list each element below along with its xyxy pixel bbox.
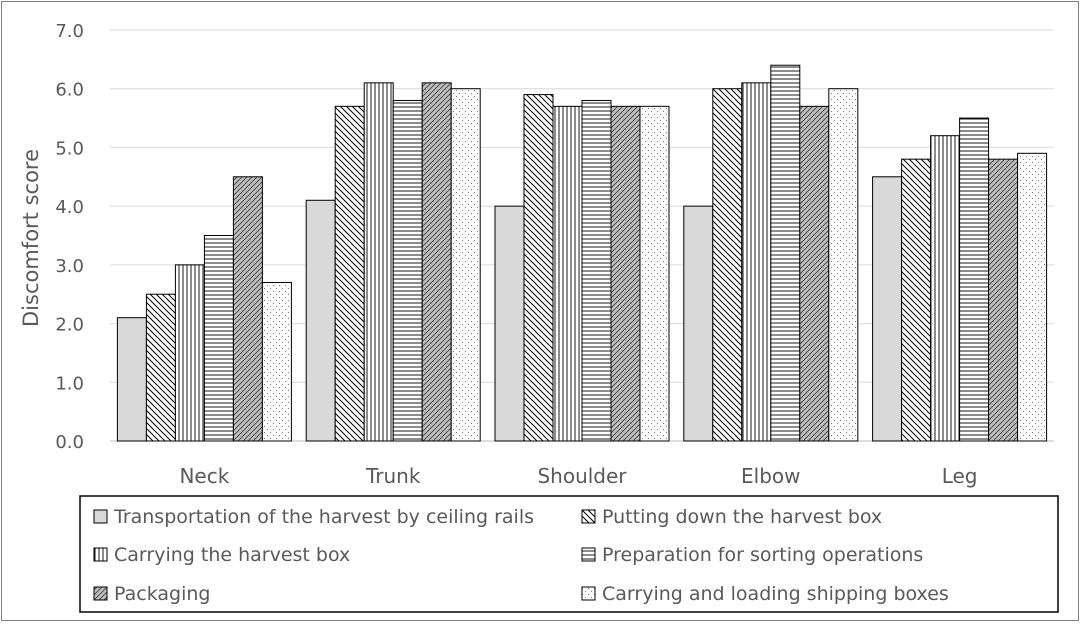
bar: [363, 82, 394, 442]
bars: [116, 64, 1048, 442]
bar: [334, 105, 365, 442]
bar: [421, 82, 452, 442]
bar: [799, 105, 830, 442]
y-tick-label: 5.0: [55, 138, 84, 159]
bar: [872, 176, 903, 442]
bar: [683, 205, 714, 442]
y-tick-label: 1.0: [55, 373, 84, 394]
bar: [232, 176, 263, 442]
legend-label: Packaging: [114, 583, 210, 605]
bar: [450, 88, 481, 442]
y-tick-label: 4.0: [55, 197, 84, 218]
y-tick-label: 6.0: [55, 80, 84, 101]
x-tick-label: Neck: [179, 464, 229, 488]
bar: [392, 99, 423, 442]
bar: [930, 135, 961, 442]
y-tick-label: 0.0: [55, 432, 84, 453]
bar: [1017, 152, 1048, 442]
y-tick-label: 2.0: [55, 315, 84, 336]
y-axis-ticks: 0.0 1.0 2.0 3.0 4.0 5.0 6.0 7.0: [55, 21, 84, 453]
x-tick-label: Trunk: [365, 464, 421, 488]
bar: [174, 264, 205, 442]
bar: [901, 158, 932, 442]
bar: [552, 105, 583, 442]
bar: [494, 205, 525, 442]
y-axis-label: Discomfort score: [19, 149, 43, 327]
legend-label: Preparation for sorting operations: [602, 544, 923, 566]
bar: [770, 64, 801, 442]
legend-swatch: [581, 586, 596, 601]
bar: [261, 281, 292, 442]
x-axis-ticks: Neck Trunk Shoulder Elbow Leg: [179, 464, 977, 488]
legend-swatch: [93, 547, 108, 562]
x-tick-label: Shoulder: [537, 464, 627, 488]
bar: [203, 235, 234, 442]
bar: [988, 158, 1019, 442]
bar: [523, 94, 554, 442]
bar: [116, 317, 147, 442]
legend: Transportation of the harvest by ceiling…: [79, 495, 1059, 613]
bar: [145, 293, 176, 442]
x-tick-label: Elbow: [741, 464, 800, 488]
bar: [959, 117, 990, 442]
y-tick-label: 7.0: [55, 21, 84, 42]
legend-label: Carrying the harvest box: [114, 544, 350, 566]
bar: [581, 99, 612, 442]
x-tick-label: Leg: [942, 464, 978, 488]
legend-swatch: [93, 586, 108, 601]
bar: [712, 88, 743, 442]
legend-swatch: [93, 509, 108, 524]
legend-label: Carrying and loading shipping boxes: [602, 583, 949, 605]
y-tick-label: 3.0: [55, 256, 84, 277]
bar: [741, 82, 772, 442]
legend-label: Transportation of the harvest by ceiling…: [113, 506, 534, 528]
legend-box: [79, 495, 1059, 613]
legend-swatch: [581, 547, 596, 562]
legend-label: Putting down the harvest box: [602, 506, 882, 528]
legend-swatch: [581, 509, 596, 524]
bar: [610, 105, 641, 442]
bar: [639, 105, 670, 442]
bar: [828, 88, 859, 442]
bar: [305, 199, 336, 442]
